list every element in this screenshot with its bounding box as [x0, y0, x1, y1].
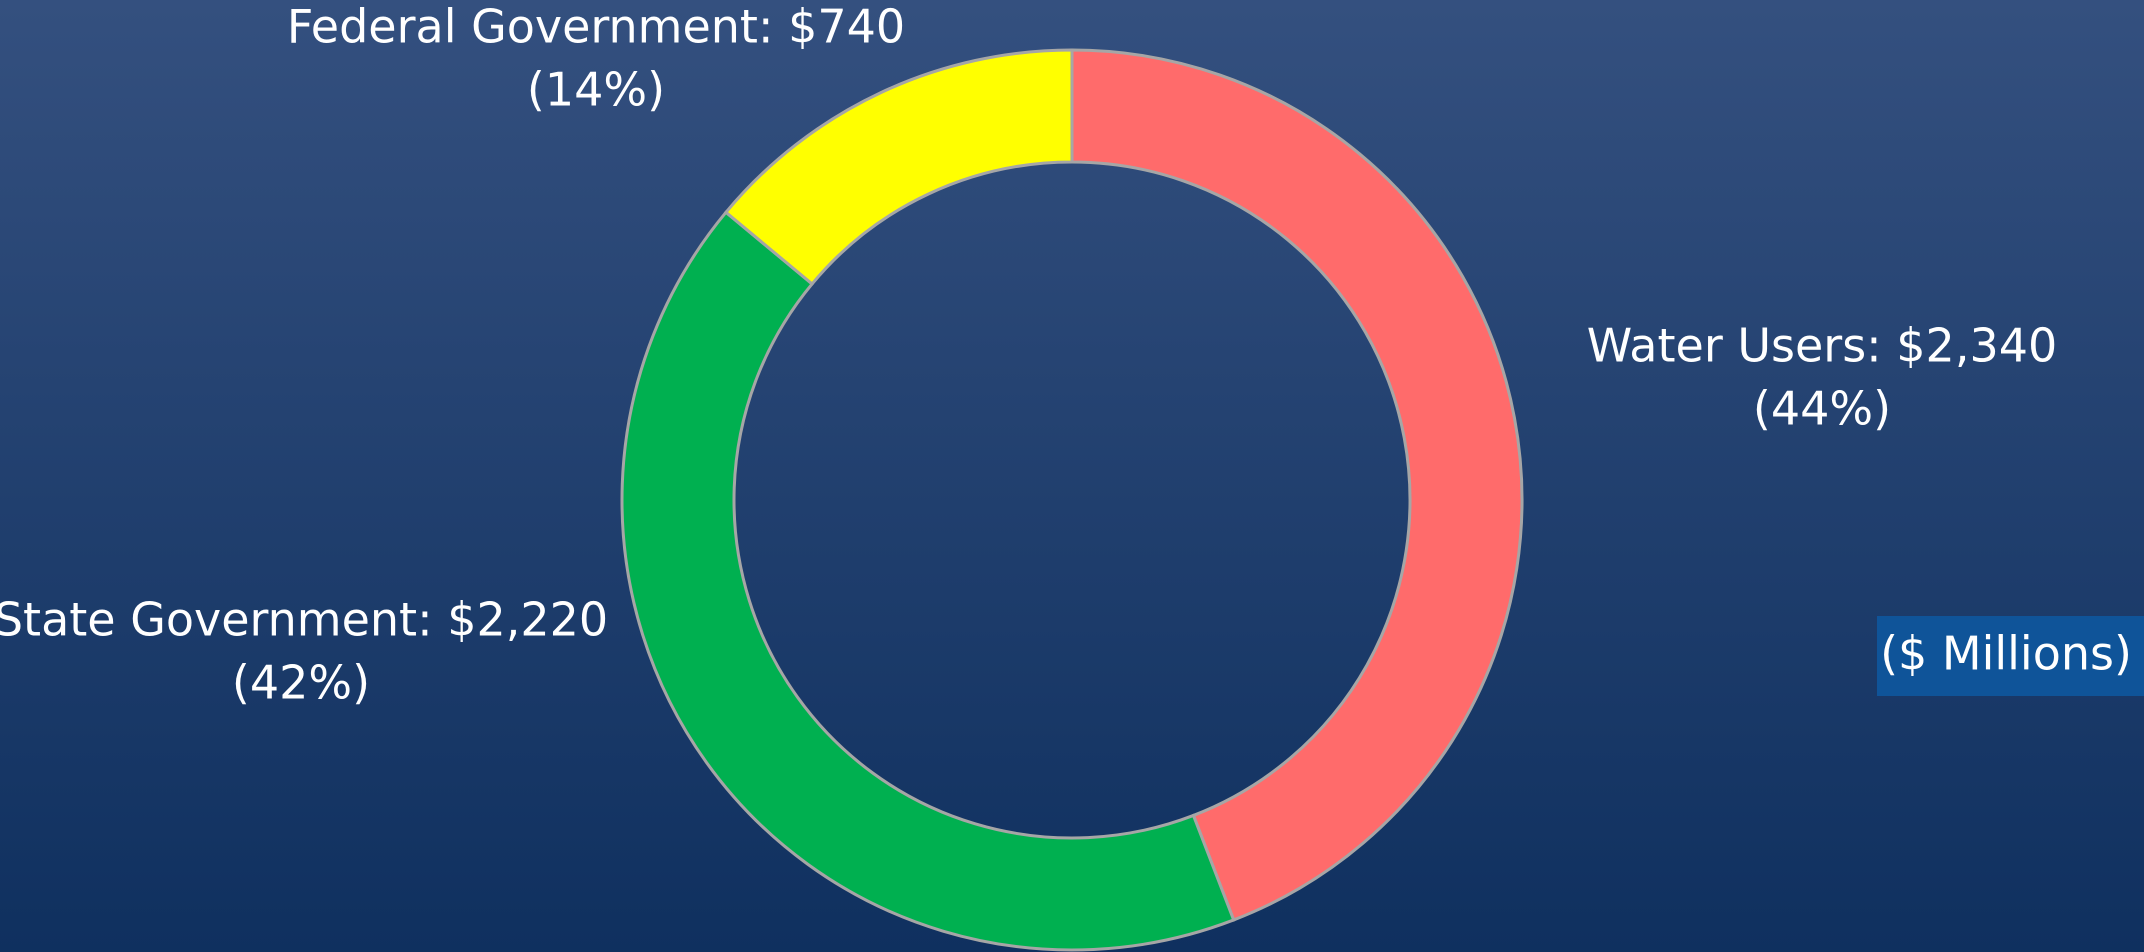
percent-label: (14%): [527, 63, 665, 117]
note: ($ Millions): [1880, 627, 2132, 681]
slice: [1070, 48, 1524, 922]
note-box: [1877, 616, 2144, 696]
data-label: State Government: $2,220: [0, 593, 608, 647]
data-label: Water Users: $2,340: [1587, 319, 2058, 373]
percent-label: (42%): [232, 656, 370, 710]
donut: [620, 48, 1524, 952]
slice: [723, 48, 1074, 287]
data-label: Federal Government: $740: [287, 0, 905, 54]
percent-label: (44%): [1753, 382, 1891, 436]
slice: [620, 210, 1236, 952]
